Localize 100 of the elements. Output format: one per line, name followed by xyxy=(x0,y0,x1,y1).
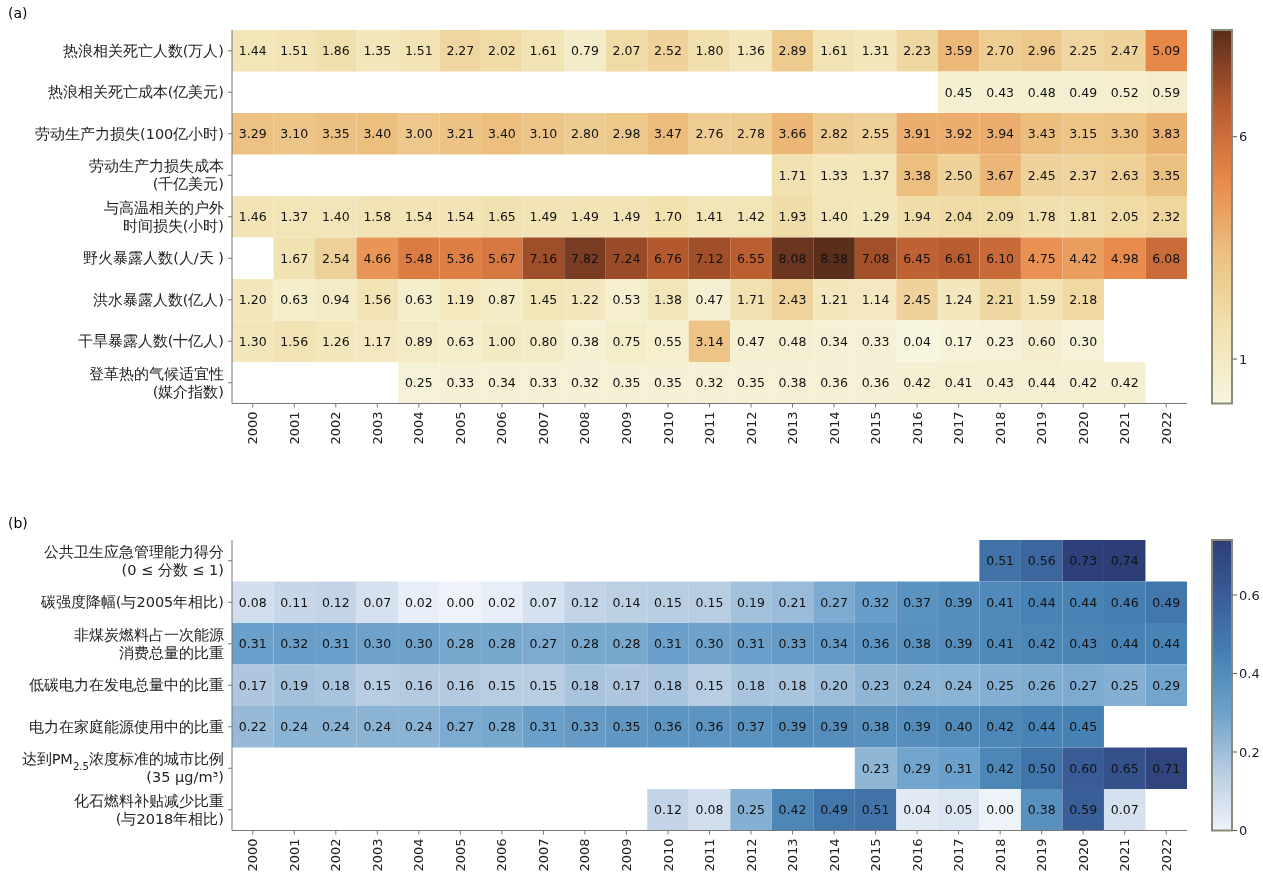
color-bar-label: 6 xyxy=(1239,129,1248,145)
data-label: 0.07 xyxy=(1110,802,1139,818)
data-label: 0.37 xyxy=(737,719,765,735)
color-bar-label: 0.6 xyxy=(1239,587,1260,603)
data-label: 0.33 xyxy=(861,333,890,349)
data-label: 0.28 xyxy=(446,636,475,652)
data-label: 1.38 xyxy=(654,292,682,308)
data-label: 0.21 xyxy=(778,594,807,610)
data-label: 3.43 xyxy=(1027,126,1056,142)
data-label: 0.59 xyxy=(1069,802,1098,818)
data-label: 0.24 xyxy=(321,719,350,735)
data-label: 0.39 xyxy=(944,636,973,652)
x-tick-label: 2007 xyxy=(535,411,551,445)
data-label: 0.51 xyxy=(861,802,890,818)
data-label: 0.47 xyxy=(695,292,724,308)
data-label: 0.43 xyxy=(986,375,1015,391)
data-label: 0.23 xyxy=(861,677,890,693)
y-tick-label: 热浪相关死亡人数(万人) xyxy=(62,42,224,59)
data-label: 0.63 xyxy=(280,292,309,308)
x-tick-label: 2018 xyxy=(992,411,1008,445)
data-label: 2.76 xyxy=(695,126,724,142)
data-label: 0.33 xyxy=(571,719,599,735)
data-label: 0.39 xyxy=(778,719,807,735)
data-label: 0.33 xyxy=(529,375,558,391)
data-label: 3.83 xyxy=(1152,126,1181,142)
category-label: (与2018年相比) xyxy=(115,810,224,827)
data-label: 0.15 xyxy=(487,677,516,693)
data-label: 1.54 xyxy=(446,209,475,225)
data-label: 2.45 xyxy=(903,292,932,308)
data-label: 3.66 xyxy=(778,126,807,142)
x-tick-label: 2005 xyxy=(452,838,468,872)
data-label: 6.76 xyxy=(654,250,682,266)
data-label: 5.48 xyxy=(404,250,433,266)
x-tick-label: 2001 xyxy=(286,838,302,872)
data-label: 0.42 xyxy=(986,760,1015,776)
data-label: 1.49 xyxy=(529,209,558,225)
x-tick-label: 2012 xyxy=(743,838,759,872)
text: (b) xyxy=(8,515,28,531)
y-tick-label: 洪水暴露人数(亿人) xyxy=(92,291,224,308)
data-label: 3.40 xyxy=(363,126,392,142)
data-label: 0.24 xyxy=(404,719,433,735)
x-tick-label: 2016 xyxy=(909,411,925,445)
data-label: 0.27 xyxy=(820,594,848,610)
data-label: 1.37 xyxy=(280,209,309,225)
data-label: 3.47 xyxy=(654,126,682,142)
data-label: 0.23 xyxy=(861,760,890,776)
data-label: 2.25 xyxy=(1069,43,1098,59)
data-label: 0.71 xyxy=(1152,760,1181,776)
data-label: 3.10 xyxy=(280,126,309,142)
data-label: 0.27 xyxy=(1069,677,1098,693)
x-tick-label: 2007 xyxy=(535,838,551,872)
data-label: 0.27 xyxy=(446,719,475,735)
data-label: 4.98 xyxy=(1110,250,1139,266)
x-tick-label: 2012 xyxy=(743,411,759,445)
data-label: 1.40 xyxy=(820,209,849,225)
data-label: 1.61 xyxy=(529,43,558,59)
data-label: 0.34 xyxy=(820,636,849,652)
data-label: 0.15 xyxy=(695,677,724,693)
data-label: 0.38 xyxy=(903,636,932,652)
data-label: 1.78 xyxy=(1027,209,1056,225)
data-label: 1.33 xyxy=(820,167,848,183)
data-label: 0.25 xyxy=(737,802,765,818)
x-tick-label: 2002 xyxy=(328,838,344,872)
category-label: 非煤炭燃料占一次能源 xyxy=(74,626,224,643)
data-label: 0.12 xyxy=(321,594,350,610)
x-tick-label: 2015 xyxy=(868,411,884,445)
x-tick-label: 2008 xyxy=(577,838,593,872)
data-label: 0.26 xyxy=(1027,677,1056,693)
x-tick-label: 2005 xyxy=(452,411,468,445)
category-label: 时间损失(小时) xyxy=(122,217,224,234)
data-label: 0.31 xyxy=(529,719,558,735)
data-label: 0.35 xyxy=(612,719,641,735)
data-label: 0.18 xyxy=(571,677,599,693)
x-tick-label: 2006 xyxy=(494,838,510,872)
data-label: 0.52 xyxy=(1110,84,1139,100)
data-label: 1.61 xyxy=(820,43,848,59)
data-label: 0.17 xyxy=(612,677,641,693)
data-label: 0.33 xyxy=(778,636,807,652)
data-label: 4.42 xyxy=(1069,250,1098,266)
data-label: 4.66 xyxy=(363,250,392,266)
data-label: 0.14 xyxy=(612,594,641,610)
x-tick-label: 2009 xyxy=(619,838,635,872)
x-tick-label: 2003 xyxy=(369,411,385,445)
data-label: 1.59 xyxy=(1027,292,1056,308)
data-label: 8.08 xyxy=(778,250,807,266)
data-label: 0.42 xyxy=(1027,636,1056,652)
x-tick-label: 2016 xyxy=(909,838,925,872)
data-label: 3.59 xyxy=(944,43,973,59)
data-label: 7.12 xyxy=(695,250,724,266)
data-label: 1.31 xyxy=(861,43,890,59)
data-label: 0.28 xyxy=(571,636,599,652)
data-label: 0.30 xyxy=(404,636,433,652)
data-label: 2.52 xyxy=(654,43,682,59)
data-label: 1.36 xyxy=(737,43,765,59)
data-label: 0.75 xyxy=(612,333,641,349)
data-label: 0.45 xyxy=(1069,719,1098,735)
data-label: 0.28 xyxy=(612,636,641,652)
data-label: 3.21 xyxy=(446,126,475,142)
x-tick-label: 2014 xyxy=(826,838,842,872)
data-label: 3.35 xyxy=(1152,167,1181,183)
